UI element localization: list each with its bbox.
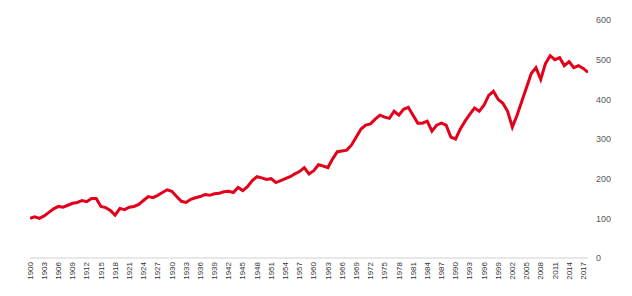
svg-text:1987: 1987 [437, 261, 446, 279]
svg-text:1993: 1993 [465, 261, 474, 279]
svg-text:300: 300 [596, 134, 611, 144]
svg-text:1954: 1954 [281, 261, 290, 279]
svg-text:1978: 1978 [395, 261, 404, 279]
svg-text:1981: 1981 [409, 261, 418, 279]
svg-text:2014: 2014 [565, 261, 574, 279]
svg-text:1933: 1933 [182, 261, 191, 279]
svg-text:1984: 1984 [423, 261, 432, 279]
svg-text:1990: 1990 [451, 261, 460, 279]
svg-text:1996: 1996 [480, 261, 489, 279]
svg-text:1909: 1909 [68, 261, 77, 279]
svg-text:1999: 1999 [494, 261, 503, 279]
svg-text:2011: 2011 [551, 261, 560, 279]
svg-text:1942: 1942 [224, 261, 233, 279]
svg-text:1927: 1927 [153, 261, 162, 279]
svg-text:1966: 1966 [338, 261, 347, 279]
svg-text:1975: 1975 [380, 261, 389, 279]
svg-text:1912: 1912 [82, 261, 91, 279]
svg-text:1903: 1903 [40, 261, 49, 279]
svg-text:0: 0 [596, 253, 601, 263]
svg-text:2002: 2002 [508, 261, 517, 279]
svg-text:1969: 1969 [352, 261, 361, 279]
svg-text:1972: 1972 [366, 261, 375, 279]
svg-text:1957: 1957 [295, 261, 304, 279]
svg-text:2017: 2017 [579, 261, 588, 279]
svg-text:2005: 2005 [522, 261, 531, 279]
svg-text:200: 200 [596, 174, 611, 184]
svg-text:1900: 1900 [26, 261, 35, 279]
svg-text:500: 500 [596, 55, 611, 65]
svg-text:1939: 1939 [210, 261, 219, 279]
svg-text:400: 400 [596, 95, 611, 105]
svg-text:600: 600 [596, 15, 611, 25]
svg-text:1936: 1936 [196, 261, 205, 279]
svg-text:1963: 1963 [324, 261, 333, 279]
svg-text:1921: 1921 [125, 261, 134, 279]
svg-text:2008: 2008 [536, 261, 545, 279]
svg-text:1948: 1948 [253, 261, 262, 279]
svg-text:1915: 1915 [97, 261, 106, 279]
svg-text:1960: 1960 [309, 261, 318, 279]
svg-text:1906: 1906 [54, 261, 63, 279]
svg-text:1924: 1924 [139, 261, 148, 279]
svg-text:1945: 1945 [238, 261, 247, 279]
svg-text:1951: 1951 [267, 261, 276, 279]
svg-text:100: 100 [596, 214, 611, 224]
svg-text:1918: 1918 [111, 261, 120, 279]
svg-text:1930: 1930 [168, 261, 177, 279]
